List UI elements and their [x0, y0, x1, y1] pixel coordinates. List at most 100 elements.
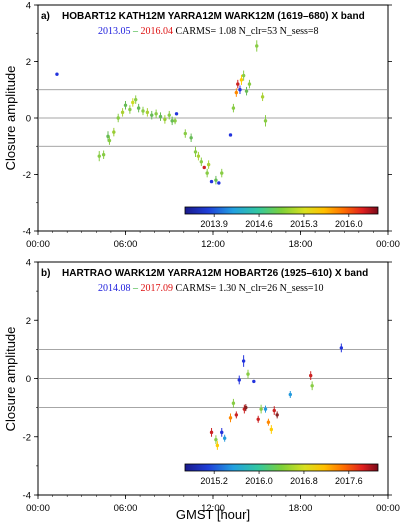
date-start: 2013.05	[98, 26, 131, 37]
data-point	[244, 405, 248, 410]
data-point	[234, 90, 239, 95]
data-point	[136, 106, 141, 110]
data-point	[215, 443, 220, 448]
x-tick-label: 00:00	[376, 239, 400, 250]
y-tick-label: 0	[26, 114, 31, 125]
colorbar	[184, 206, 379, 215]
data-point	[247, 82, 252, 86]
y-axis-label-b: Closure amplitude	[3, 327, 18, 432]
data-point	[170, 119, 174, 123]
colorbar	[184, 463, 379, 472]
y-tick-label: 4	[26, 258, 31, 269]
data-point	[309, 373, 313, 378]
data-point	[193, 150, 198, 154]
data-point	[269, 427, 274, 432]
data-point	[154, 112, 158, 116]
data-point	[231, 106, 236, 110]
data-point	[217, 181, 221, 185]
date-separator: –	[131, 283, 141, 294]
y-tick-label: -4	[23, 491, 31, 502]
data-point	[123, 103, 128, 107]
panel-title: HOBART12 KATH12M YARRA12M WARK12M (1619–…	[62, 11, 365, 22]
carms-value: CARMS= 1.08	[173, 26, 236, 37]
panel-label: a)	[41, 11, 50, 22]
colorbar-tick-label: 2016.8	[290, 476, 318, 486]
n-clr-value: N_clr=53	[236, 26, 277, 37]
y-tick-label: 0	[26, 374, 31, 385]
y-tick-label: -4	[23, 227, 31, 238]
data-point	[255, 44, 259, 48]
data-point	[241, 73, 246, 78]
x-tick-label: 12:00	[201, 503, 225, 514]
data-point	[150, 113, 154, 117]
data-point	[134, 97, 138, 102]
data-point	[237, 378, 241, 382]
x-axis-label: GMST [hour]	[176, 507, 250, 522]
data-point	[97, 154, 101, 158]
data-point	[120, 110, 125, 115]
colorbar-tick-label: 2014.6	[245, 219, 273, 229]
n-sess-value: N_sess=8	[277, 26, 318, 37]
data-point	[174, 112, 179, 116]
data-point	[199, 160, 204, 164]
data-point	[259, 407, 263, 411]
data-point	[238, 88, 242, 92]
x-tick-label: 12:00	[201, 239, 225, 250]
x-tick-label: 06:00	[114, 503, 138, 514]
data-point	[209, 179, 214, 184]
data-point	[206, 162, 211, 167]
data-point	[141, 109, 145, 113]
colorbar-tick-label: 2016.0	[335, 219, 363, 229]
data-point	[260, 95, 265, 99]
data-point	[55, 72, 59, 76]
data-point	[106, 134, 110, 139]
colorbar-tick-label: 2015.3	[290, 219, 318, 229]
data-point	[158, 114, 163, 119]
n-sess-value: N_sess=10	[277, 283, 323, 294]
data-point	[239, 78, 244, 82]
data-point	[256, 417, 260, 421]
data-point	[131, 100, 135, 105]
data-point	[236, 82, 240, 86]
data-point	[116, 116, 120, 120]
data-point	[252, 379, 256, 384]
date-end: 2017.09	[141, 283, 174, 294]
y-tick-label: -2	[23, 432, 31, 443]
data-point	[266, 420, 271, 424]
panel-a: -4 -2 0 2 4 00:00 06:00 12:00 18:00 00:00 a) HOBART…	[23, 1, 400, 251]
data-point	[228, 133, 233, 137]
colorbar-tick-label: 2017.6	[335, 476, 363, 486]
data-point	[241, 359, 246, 363]
colorbar-tick-label: 2013.9	[200, 219, 228, 229]
x-tick-label: 18:00	[289, 239, 313, 250]
data-point	[183, 131, 187, 136]
data-point	[107, 138, 112, 143]
data-point	[173, 119, 177, 123]
panel-title: HARTRAO WARK12M YARRA12M HOBART26 (1925–…	[62, 268, 368, 279]
panel-subtitle: 2013.05 – 2016.04 CARMS= 1.08 N_clr=53 N…	[98, 26, 319, 37]
panel-subtitle: 2014.08 – 2017.09 CARMS= 1.30 N_clr=26 N…	[98, 283, 324, 294]
data-point	[234, 413, 239, 417]
data-point	[228, 416, 233, 420]
data-point	[339, 346, 344, 350]
data-point	[145, 110, 150, 115]
x-tick-label: 00:00	[26, 503, 50, 514]
data-point	[167, 113, 171, 117]
data-point	[272, 408, 276, 413]
data-point	[128, 107, 132, 112]
panel-b: -4 -2 0 2 4 00:00 06:00 12:00 18:00 00:00 b) HARTRA…	[23, 258, 400, 515]
data-point	[214, 437, 218, 442]
panel-label: b)	[41, 268, 50, 279]
data-point	[231, 401, 236, 405]
y-axis-label-a: Closure amplitude	[3, 66, 18, 171]
colorbar-tick-label: 2016.0	[245, 476, 273, 486]
data-point	[189, 136, 193, 140]
y-tick-label: -2	[23, 170, 31, 181]
data-point	[163, 117, 167, 122]
y-tick-label: 2	[26, 316, 31, 327]
data-point	[214, 178, 218, 182]
data-point	[310, 384, 314, 388]
data-point	[263, 407, 268, 411]
colorbar-tick-label: 2015.2	[200, 476, 228, 486]
